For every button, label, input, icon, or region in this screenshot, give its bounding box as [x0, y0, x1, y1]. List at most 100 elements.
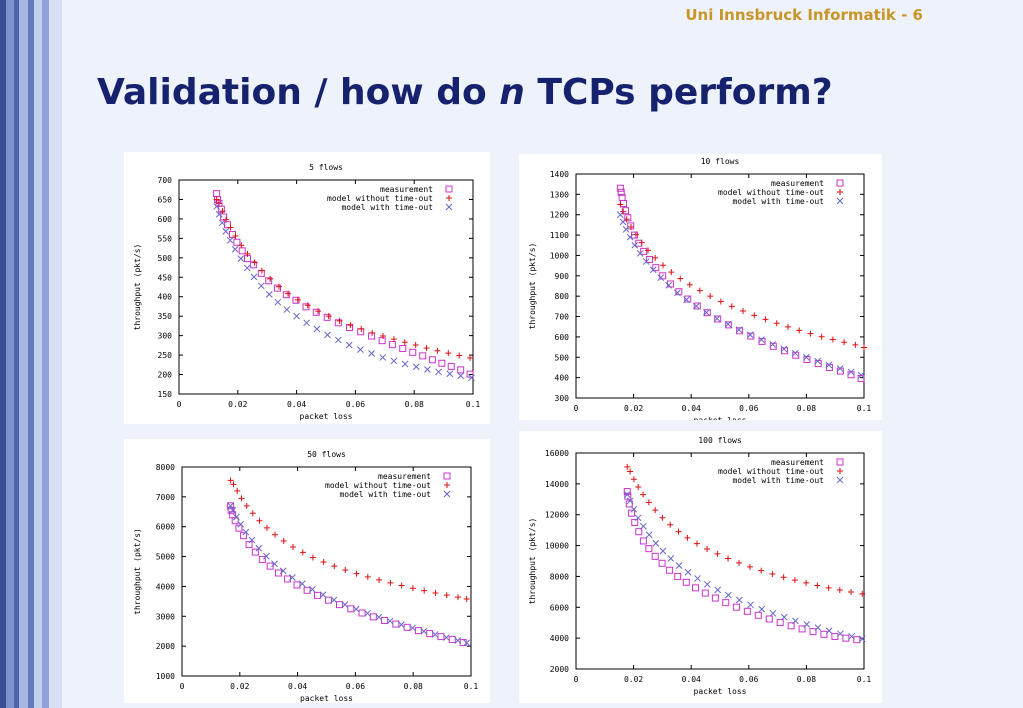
- data-point: [803, 353, 810, 361]
- plot-frame: [181, 466, 472, 677]
- data-point: [457, 372, 465, 380]
- data-point: [213, 203, 220, 210]
- y-tick-label: 350: [158, 312, 173, 321]
- data-point: [635, 528, 643, 536]
- data-point: [376, 576, 383, 583]
- data-point: [658, 559, 666, 567]
- data-point: [409, 624, 416, 632]
- legend-label-model-with-time-out: model with time-out: [339, 490, 431, 499]
- data-point: [325, 596, 333, 604]
- data-point: [696, 287, 703, 294]
- data-point: [858, 635, 866, 643]
- y-tick-label: 150: [158, 390, 173, 399]
- data-point: [463, 595, 470, 602]
- data-point: [388, 341, 396, 349]
- data-point: [857, 374, 865, 382]
- data-point: [289, 544, 296, 551]
- data-point: [675, 562, 683, 569]
- data-point: [837, 630, 844, 638]
- legend-label-model-without-time-out: model without time-out: [327, 194, 433, 203]
- data-point: [438, 359, 446, 367]
- data-point: [703, 580, 711, 588]
- data-point: [836, 476, 844, 484]
- x-tick-label: 0.08: [797, 404, 816, 413]
- data-point: [787, 622, 795, 630]
- data-point: [227, 224, 234, 231]
- data-point: [232, 233, 239, 240]
- data-point: [279, 567, 287, 575]
- data-point: [334, 319, 342, 327]
- data-point: [836, 197, 844, 205]
- data-point: [227, 502, 234, 510]
- data-point: [693, 302, 700, 310]
- data-point: [213, 190, 221, 198]
- data-point: [227, 502, 235, 510]
- x-tick-label: 0.1: [464, 682, 479, 691]
- data-point: [743, 607, 751, 615]
- data-point: [625, 500, 633, 508]
- plot-frame: [178, 179, 474, 395]
- data-point: [659, 262, 666, 269]
- data-point: [215, 200, 222, 207]
- legend-label-model-without-time-out: model without time-out: [718, 188, 824, 197]
- data-point: [446, 370, 454, 378]
- data-point: [468, 374, 475, 382]
- series-measurement: [623, 488, 861, 644]
- data-point: [313, 325, 321, 333]
- x-tick-label: 0.1: [857, 404, 872, 413]
- y-tick-label: 6000: [156, 523, 175, 532]
- y-tick-label: 5000: [156, 553, 175, 562]
- y-tick-label: 700: [158, 176, 173, 185]
- data-point: [631, 518, 639, 526]
- chart-50-flows: 50 flows 0 0.02 0.04 0.06 0.08 0.1 1000 2000 3000…: [124, 439, 490, 703]
- data-point: [399, 344, 407, 352]
- data-point: [619, 218, 627, 226]
- y-tick-label: 12000: [545, 511, 569, 520]
- data-point: [645, 531, 653, 539]
- data-point: [213, 196, 220, 203]
- series-model-without-time-out: [227, 477, 470, 602]
- data-point: [649, 266, 657, 274]
- x-tick-label: 0.04: [288, 682, 307, 691]
- data-point: [861, 344, 867, 351]
- data-point: [308, 586, 316, 593]
- x-tick-label: 0.02: [228, 400, 247, 409]
- data-point: [769, 609, 777, 617]
- data-point: [693, 302, 701, 310]
- legend-key-measurement: [836, 179, 844, 187]
- data-point: [303, 586, 311, 594]
- data-point: [319, 591, 327, 599]
- data-point: [347, 322, 354, 329]
- x-tick-label: 0.04: [287, 400, 306, 409]
- data-point: [814, 624, 822, 632]
- data-point: [283, 575, 291, 583]
- chart-title: 50 flows: [307, 450, 346, 459]
- chart-svg: 50 flows 0 0.02 0.04 0.06 0.08 0.1 1000 2000 3000…: [133, 450, 479, 703]
- data-point: [746, 563, 753, 570]
- y-tick-label: 2000: [550, 665, 569, 674]
- chart-title: 10 flows: [701, 157, 740, 166]
- x-tick-label: 0.06: [739, 404, 758, 413]
- data-point: [401, 339, 408, 346]
- data-point: [617, 188, 625, 196]
- data-point: [443, 634, 450, 641]
- series-measurement: [616, 184, 865, 382]
- data-point: [792, 617, 799, 625]
- y-tick-label: 1400: [550, 170, 569, 179]
- data-point: [645, 247, 651, 254]
- data-point: [249, 510, 256, 517]
- data-point: [762, 316, 769, 323]
- data-point: [314, 591, 322, 599]
- data-point: [285, 290, 292, 297]
- data-point: [381, 616, 389, 624]
- data-point: [626, 233, 634, 241]
- data-point: [735, 326, 743, 334]
- y-tick-label: 8000: [550, 572, 569, 581]
- y-tick-label: 700: [555, 313, 570, 322]
- data-point: [803, 621, 811, 628]
- legend-key-model-with-time-out: [443, 490, 451, 498]
- data-point: [616, 184, 624, 192]
- data-point: [818, 333, 825, 340]
- data-point: [791, 349, 799, 357]
- y-tick-label: 900: [555, 272, 570, 281]
